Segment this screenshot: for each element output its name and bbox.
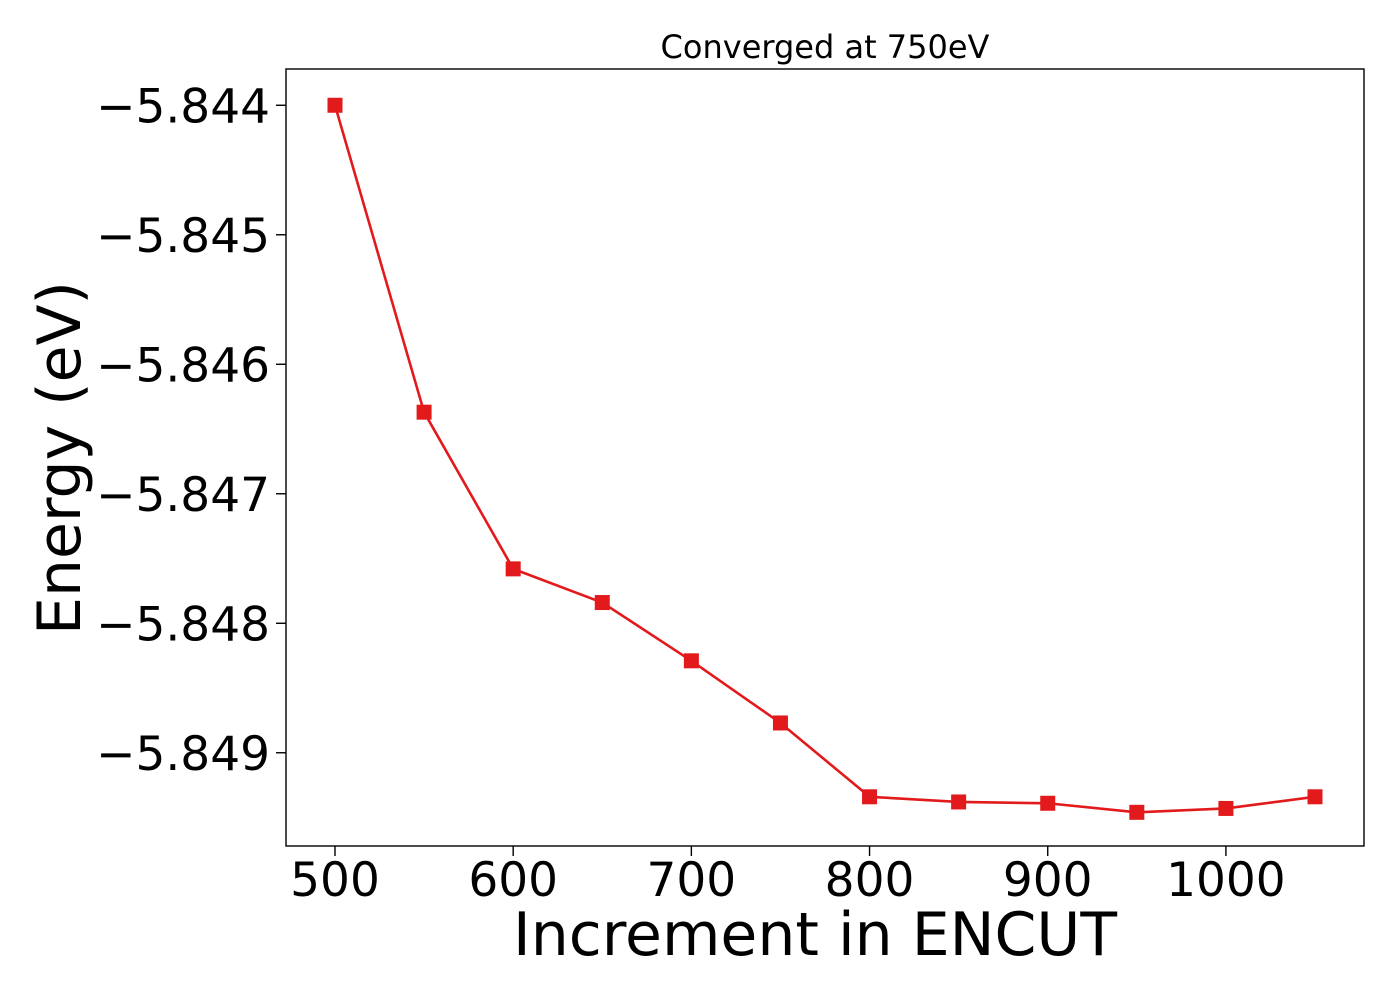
- y-tick-label: −5.848: [96, 597, 270, 652]
- data-point-marker: [1218, 800, 1234, 816]
- y-axis-ticks: −5.844 −5.845 −5.846 −5.847 −5.848 −5.849: [96, 79, 286, 782]
- y-tick-label: −5.846: [96, 338, 270, 393]
- x-tick-label: 900: [1003, 853, 1093, 908]
- x-axis-title: Increment in ENCUT: [513, 900, 1117, 970]
- data-point-marker: [327, 97, 343, 113]
- x-axis-ticks: 500 600 700 800 900 1000: [290, 846, 1286, 908]
- x-tick-label: 600: [468, 853, 558, 908]
- y-axis-title: Energy (eV): [25, 281, 95, 635]
- data-point-marker: [594, 595, 610, 611]
- series-layer: [327, 97, 1323, 820]
- data-point-marker: [416, 404, 432, 420]
- data-point-marker: [1307, 789, 1323, 805]
- y-tick-label: −5.849: [96, 727, 270, 782]
- y-tick-label: −5.844: [96, 79, 270, 134]
- plot-area-frame: [285, 68, 1365, 847]
- x-tick-label: 800: [825, 853, 915, 908]
- y-tick-label: −5.847: [96, 468, 270, 523]
- chart-title: Converged at 750eV: [661, 28, 990, 66]
- data-point-marker: [505, 561, 521, 577]
- x-tick-label: 1000: [1166, 853, 1286, 908]
- data-point-marker: [1129, 804, 1145, 820]
- data-point-marker: [683, 653, 699, 669]
- series-line: [333, 104, 1316, 814]
- y-tick-label: −5.845: [96, 209, 270, 264]
- x-tick-label: 700: [647, 853, 737, 908]
- x-tick-label: 500: [290, 853, 380, 908]
- data-point-marker: [1040, 795, 1056, 811]
- data-point-marker: [862, 789, 878, 805]
- data-point-marker: [772, 715, 788, 731]
- data-point-marker: [951, 794, 967, 810]
